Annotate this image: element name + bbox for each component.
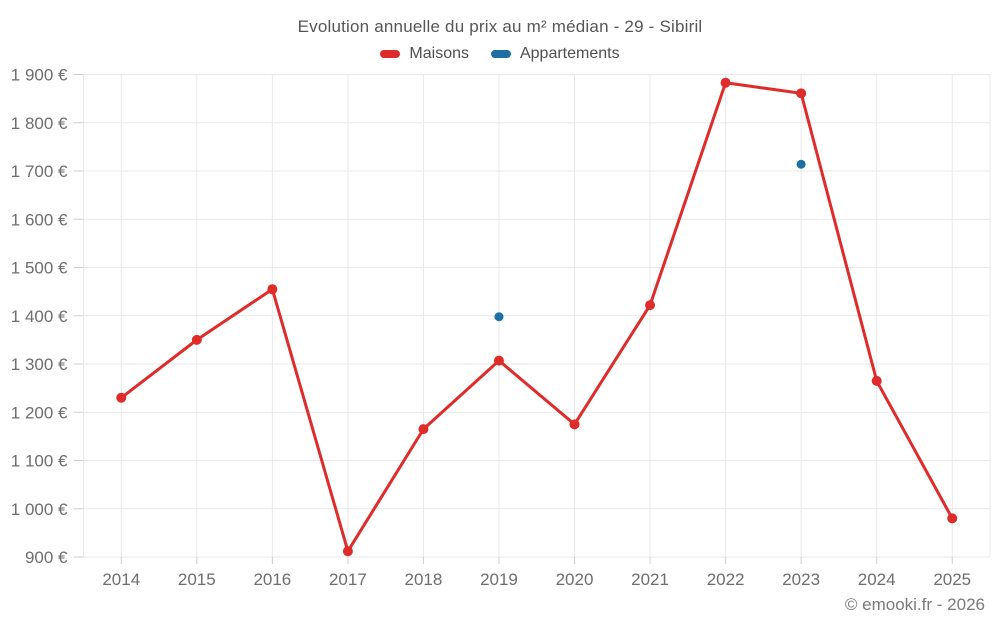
svg-text:2018: 2018 — [405, 570, 443, 589]
svg-text:2014: 2014 — [102, 570, 140, 589]
svg-text:1 200 €: 1 200 € — [11, 403, 68, 422]
svg-text:2025: 2025 — [933, 570, 971, 589]
svg-text:2020: 2020 — [556, 570, 594, 589]
svg-text:2023: 2023 — [782, 570, 820, 589]
svg-text:2019: 2019 — [480, 570, 518, 589]
chart-legend: Maisons Appartements — [0, 45, 1000, 63]
svg-text:1 300 €: 1 300 € — [11, 355, 68, 374]
svg-text:1 900 €: 1 900 € — [11, 66, 68, 85]
svg-text:2022: 2022 — [707, 570, 745, 589]
svg-text:1 100 €: 1 100 € — [11, 452, 68, 471]
legend-item-maisons[interactable]: Maisons — [380, 45, 469, 63]
svg-text:1 600 €: 1 600 € — [11, 210, 68, 229]
svg-text:900 €: 900 € — [25, 548, 68, 567]
svg-text:1 700 €: 1 700 € — [11, 162, 68, 181]
svg-text:1 400 €: 1 400 € — [11, 307, 68, 326]
chart-title: Evolution annuelle du prix au m² médian … — [297, 17, 703, 36]
svg-text:1 000 €: 1 000 € — [11, 500, 68, 519]
appartements-swatch-icon — [490, 50, 511, 58]
svg-text:1 800 €: 1 800 € — [11, 114, 68, 133]
copyright-credit: © emooki.fr - 2026 — [844, 595, 985, 614]
svg-text:2021: 2021 — [631, 570, 669, 589]
svg-text:2017: 2017 — [329, 570, 367, 589]
svg-text:2016: 2016 — [253, 570, 291, 589]
svg-text:2015: 2015 — [178, 570, 216, 589]
legend-item-appartements[interactable]: Appartements — [490, 45, 620, 63]
maisons-swatch-icon — [380, 50, 401, 58]
price-evolution-line-chart: 900 € 1 000 € 1 100 € 1 200 € 1 300 € 1 400 €… — [11, 66, 991, 589]
legend-label-appartements: Appartements — [519, 45, 620, 62]
svg-text:2024: 2024 — [858, 570, 896, 589]
svg-text:1 500 €: 1 500 € — [11, 259, 68, 278]
legend-label-maisons: Maisons — [409, 45, 469, 62]
